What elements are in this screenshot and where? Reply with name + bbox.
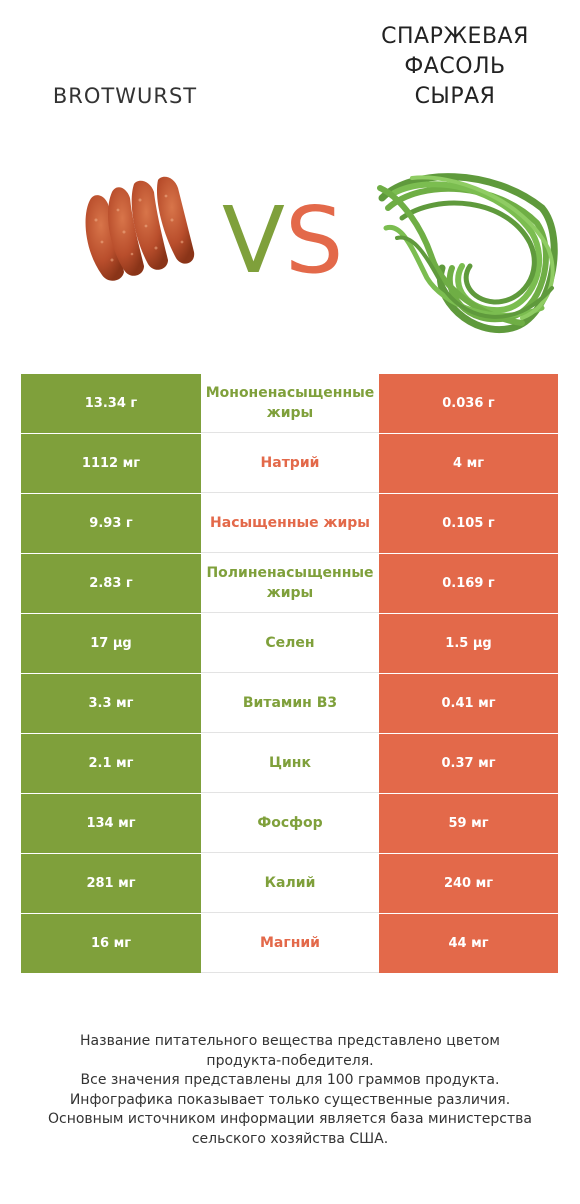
left-food-title: BROTWURST: [52, 84, 198, 108]
right-value: 0.41 мг: [379, 674, 558, 733]
right-food-title-line-2: ФАСОЛЬ: [404, 54, 506, 79]
right-value: 0.169 г: [379, 554, 558, 613]
footer-line: продукта-победителя.: [206, 1052, 374, 1069]
left-value: 134 мг: [21, 794, 201, 853]
left-value: 1112 мг: [21, 434, 201, 493]
nutrient-name: Полиненасыщенные жиры: [201, 554, 379, 613]
table-row: 17 µg Селен 1.5 µg: [21, 614, 558, 674]
right-value: 0.036 г: [379, 374, 558, 433]
left-value: 281 мг: [21, 854, 201, 913]
left-value: 3.3 мг: [21, 674, 201, 733]
nutrient-name: Цинк: [201, 734, 379, 793]
left-value: 17 µg: [21, 614, 201, 673]
brotwurst-image: [85, 176, 195, 281]
nutrient-name: Мононенасыщенные жиры: [201, 374, 379, 433]
vs-v: V: [222, 187, 285, 294]
right-value: 0.105 г: [379, 494, 558, 553]
table-row: 134 мг Фосфор 59 мг: [21, 794, 558, 854]
footer-line: Основным источником информации является …: [48, 1111, 532, 1127]
table-row: 281 мг Калий 240 мг: [21, 854, 558, 914]
left-value: 16 мг: [21, 914, 201, 973]
nutrient-name: Калий: [201, 854, 379, 913]
table-row: 16 мг Магний 44 мг: [21, 914, 558, 974]
green-beans-image: [377, 173, 558, 333]
nutrient-name: Магний: [201, 914, 379, 973]
right-value: 59 мг: [379, 794, 558, 853]
table-row: 2.83 г Полиненасыщенные жиры 0.169 г: [21, 554, 558, 614]
right-food-title-line-3: СЫРАЯ: [414, 84, 496, 109]
right-food-title: СПАРЖЕВАЯ ФАСОЛЬ СЫРАЯ: [340, 22, 570, 112]
footer-line: Все значения представлены для 100 граммо…: [80, 1072, 500, 1088]
table-row: 1112 мг Натрий 4 мг: [21, 434, 558, 494]
table-row: 2.1 мг Цинк 0.37 мг: [21, 734, 558, 794]
right-value: 240 мг: [379, 854, 558, 913]
vs-s: S: [284, 187, 344, 294]
nutrient-name: Насыщенные жиры: [201, 494, 379, 553]
table-row: 9.93 г Насыщенные жиры 0.105 г: [21, 494, 558, 554]
nutrient-name: Фосфор: [201, 794, 379, 853]
table-row: 3.3 мг Витамин B3 0.41 мг: [21, 674, 558, 734]
right-value: 4 мг: [379, 434, 558, 493]
comparison-table: 13.34 г Мононенасыщенные жиры 0.036 г 1112 …: [21, 374, 558, 974]
left-value: 2.1 мг: [21, 734, 201, 793]
footer-line: сельского хозяйства США.: [191, 1130, 389, 1147]
right-value: 0.37 мг: [379, 734, 558, 793]
nutrient-name: Селен: [201, 614, 379, 673]
footer-line: Инфографика показывает только существенн…: [69, 1091, 511, 1108]
table-row: 13.34 г Мононенасыщенные жиры 0.036 г: [21, 374, 558, 434]
right-value: 1.5 µg: [379, 614, 558, 673]
right-food-title-line-1: СПАРЖЕВАЯ: [381, 24, 529, 49]
right-value: 44 мг: [379, 914, 558, 973]
left-value: 2.83 г: [21, 554, 201, 613]
nutrient-name: Натрий: [201, 434, 379, 493]
footer-note: Название питательного вещества представл…: [10, 1032, 570, 1149]
footer-line: Название питательного вещества представл…: [80, 1033, 500, 1049]
vs-label: VS: [222, 195, 352, 287]
left-value: 13.34 г: [21, 374, 201, 433]
nutrient-name: Витамин B3: [201, 674, 379, 733]
left-value: 9.93 г: [21, 494, 201, 553]
